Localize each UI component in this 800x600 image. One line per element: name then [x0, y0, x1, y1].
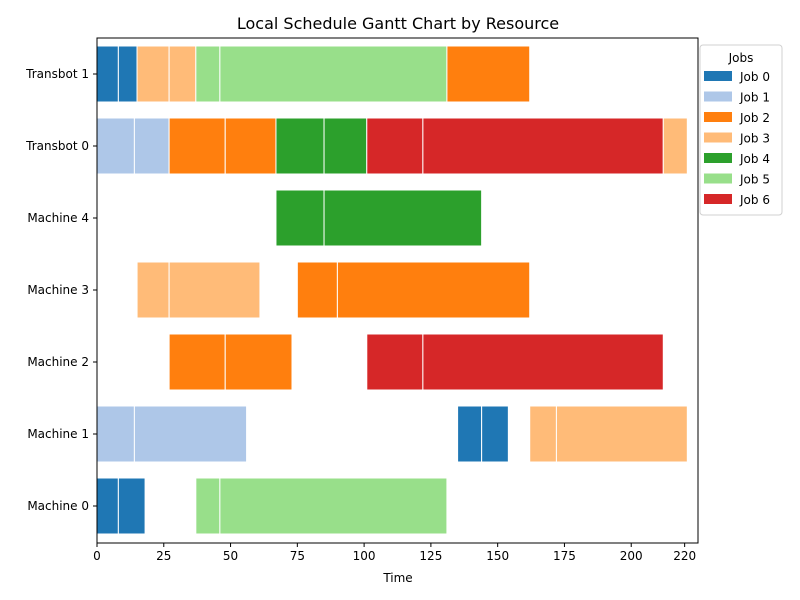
y-tick-label: Machine 3 — [27, 283, 89, 297]
gantt-bar — [117, 45, 138, 103]
legend-title: Jobs — [728, 51, 754, 65]
x-axis-label: Time — [382, 571, 412, 585]
gantt-bar — [219, 45, 448, 103]
x-tick-label: 175 — [553, 549, 576, 563]
legend-entry-label: Job 4 — [739, 152, 770, 166]
y-tick-label: Machine 4 — [27, 211, 89, 225]
x-tick-label: 25 — [156, 549, 171, 563]
gantt-bar — [446, 45, 531, 103]
legend: Jobs Job 0 Job 1 Job 2 Job 3 Job 4 Job 5 Job 6 — [699, 44, 783, 216]
legend-entry-label: Job 6 — [739, 193, 770, 207]
x-tick-label: 0 — [93, 549, 101, 563]
gantt-bar — [457, 405, 483, 463]
legend-swatch — [704, 194, 732, 204]
gantt-bar — [219, 477, 448, 535]
gantt-bar — [224, 117, 277, 175]
gantt-bar — [168, 333, 226, 391]
x-tick-label: 150 — [486, 549, 509, 563]
legend-swatch — [704, 132, 732, 143]
legend-swatch — [704, 91, 732, 102]
x-tick-label: 100 — [353, 549, 376, 563]
gantt-bar — [662, 117, 688, 175]
gantt-bar — [136, 45, 170, 103]
legend-swatch — [704, 173, 732, 184]
legend-swatch — [704, 71, 732, 81]
gantt-bar — [275, 117, 325, 175]
gantt-bar — [96, 405, 135, 463]
gantt-bar — [224, 333, 293, 391]
legend-box — [699, 44, 783, 216]
legend-swatch — [704, 153, 732, 163]
gantt-bar — [133, 117, 170, 175]
gantt-bar — [168, 117, 226, 175]
bars-layer — [96, 45, 688, 535]
y-axis: Transbot 1 Transbot 0 Machine 4 Machine 3 Ma… — [25, 67, 97, 513]
gantt-bar — [422, 333, 664, 391]
legend-entry-label: Job 5 — [739, 173, 770, 187]
gantt-bar — [481, 405, 509, 463]
legend-entry-label: Job 2 — [739, 111, 770, 125]
gantt-bar — [168, 45, 197, 103]
x-tick-label: 50 — [223, 549, 238, 563]
x-tick-label: 200 — [620, 549, 643, 563]
y-tick-label: Machine 2 — [27, 355, 89, 369]
gantt-bar — [96, 477, 119, 535]
gantt-bar — [366, 117, 424, 175]
gantt-bar — [422, 117, 664, 175]
chart-title: Local Schedule Gantt Chart by Resource — [237, 14, 559, 33]
x-tick-label: 220 — [673, 549, 696, 563]
gantt-bar — [136, 261, 170, 319]
y-tick-label: Transbot 1 — [25, 67, 89, 81]
gantt-bar — [117, 477, 146, 535]
x-axis: 0 25 50 75 100 125 150 175 200 220 — [93, 543, 696, 563]
gantt-bar — [195, 477, 221, 535]
legend-entry-label: Job 1 — [739, 91, 770, 105]
x-tick-label: 75 — [290, 549, 305, 563]
gantt-bar — [555, 405, 688, 463]
x-tick-label: 125 — [419, 549, 442, 563]
gantt-bar — [323, 189, 483, 247]
y-tick-label: Transbot 0 — [25, 139, 89, 153]
gantt-bar — [195, 45, 221, 103]
gantt-bar — [323, 117, 368, 175]
gantt-bar — [168, 261, 261, 319]
gantt-bar — [96, 45, 119, 103]
legend-swatch — [704, 112, 732, 122]
gantt-bar — [366, 333, 424, 391]
gantt-bar — [529, 405, 557, 463]
gantt-bar — [133, 405, 248, 463]
gantt-bar — [336, 261, 531, 319]
legend-entry-label: Job 3 — [739, 132, 770, 146]
gantt-bar — [296, 261, 338, 319]
y-tick-label: Machine 1 — [27, 427, 89, 441]
gantt-bar — [96, 117, 135, 175]
legend-entry-label: Job 0 — [739, 70, 770, 84]
y-tick-label: Machine 0 — [27, 499, 89, 513]
gantt-bar — [275, 189, 325, 247]
